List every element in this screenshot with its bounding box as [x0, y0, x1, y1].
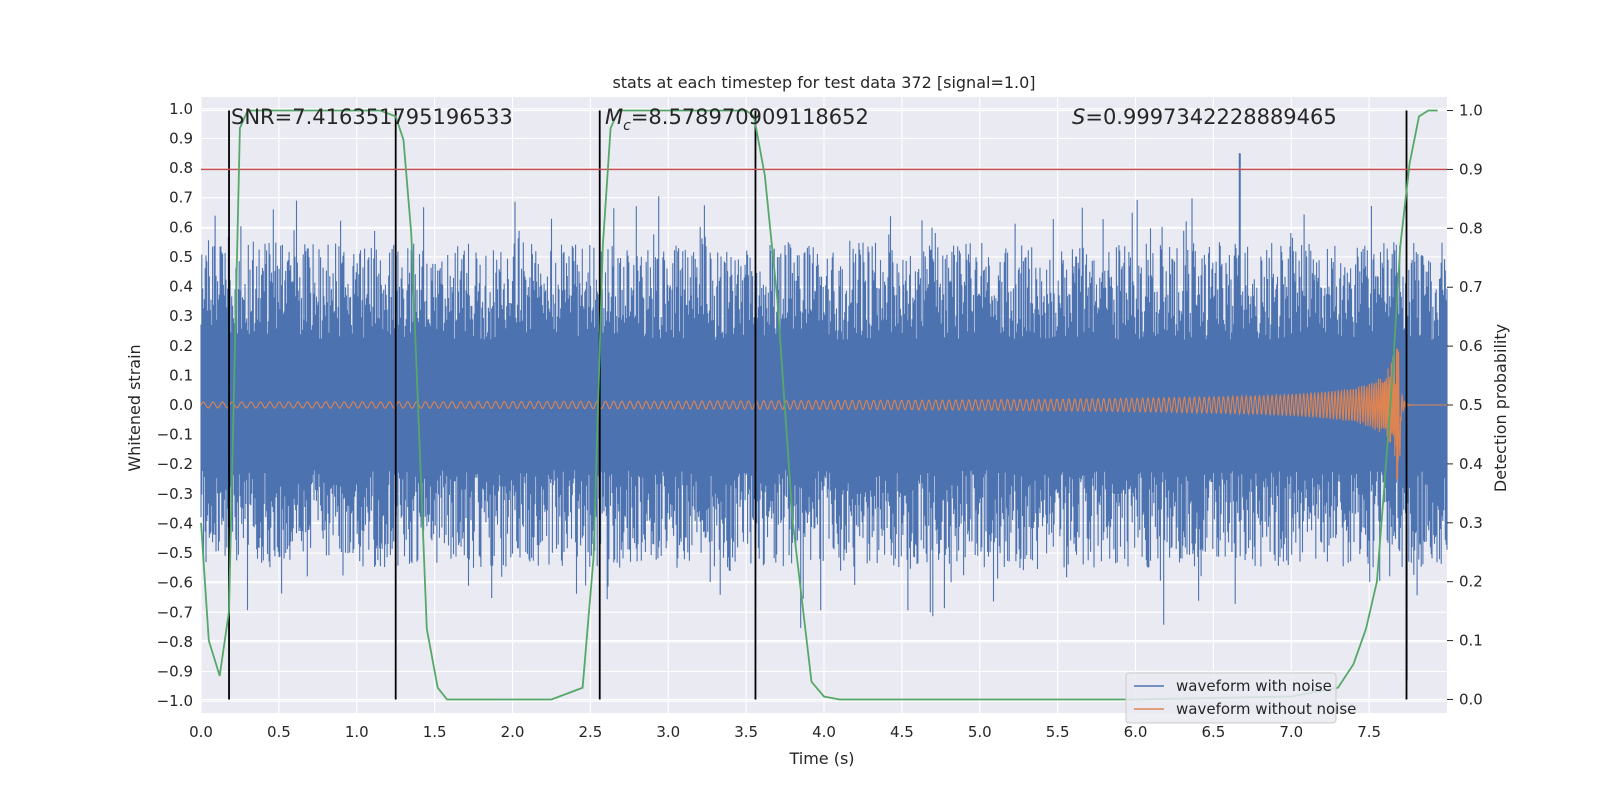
- score-annotation: S=0.9997342228889465: [1072, 105, 1337, 129]
- y2-tick-label: 0.9: [1459, 160, 1483, 178]
- y-tick-label: −0.4: [157, 514, 193, 532]
- x-tick-label: 6.0: [1124, 723, 1148, 741]
- x-tick-label: 0.0: [189, 723, 213, 741]
- y-tick-label: 0.1: [169, 366, 193, 384]
- y-tick-label: −0.8: [157, 633, 193, 651]
- x-tick-label: 4.0: [812, 723, 836, 741]
- score-value: =0.9997342228889465: [1085, 105, 1336, 129]
- x-tick-label: 3.0: [656, 723, 680, 741]
- chirp-mass-symbol: M: [605, 105, 623, 129]
- x-tick-label: 2.5: [578, 723, 602, 741]
- y2-tick-label: 0.1: [1459, 632, 1483, 650]
- legend-label-noise: waveform with noise: [1176, 677, 1332, 695]
- x-tick-label: 1.5: [423, 723, 447, 741]
- y2-axis-ticks: 1.0 0.9 0.8 0.7 0.6 0.5 0.4 0.3 0.2 0.1 0.0: [1447, 102, 1483, 708]
- y-tick-label: −0.6: [157, 574, 193, 592]
- waveform-with-noise-series: [200, 153, 1448, 681]
- chirp-mass-subscript: c: [623, 118, 631, 134]
- legend: waveform with noise waveform without noi…: [1125, 672, 1356, 724]
- y-tick-label: −0.9: [157, 663, 193, 681]
- y-tick-label: −1.0: [157, 692, 193, 710]
- y-tick-label: 0.7: [169, 189, 193, 207]
- y-tick-label: 0.4: [169, 278, 193, 296]
- probability-line: [200, 109, 1438, 701]
- x-axis-label: Time (s): [788, 749, 854, 768]
- y2-axis-label: Detection probability: [1491, 324, 1510, 492]
- x-tick-label: 2.0: [501, 723, 525, 741]
- chart-title: stats at each timestep for test data 372…: [612, 73, 1035, 92]
- chirp-mass-annotation: Mc=8.578970909118652: [605, 105, 869, 134]
- legend-box: [1125, 672, 1337, 724]
- y-axis-ticks: 1.0 0.9 0.8 0.7 0.6 0.5 0.4 0.3 0.2 0.1 0.0 −0.1 −0.…: [157, 100, 193, 710]
- waveform-without-noise-series: [200, 348, 1447, 480]
- y-tick-label: −0.7: [157, 603, 193, 621]
- y2-tick-label: 0.5: [1459, 396, 1483, 414]
- x-tick-label: 0.5: [267, 723, 291, 741]
- y-tick-label: −0.3: [157, 485, 193, 503]
- x-tick-label: 6.5: [1201, 723, 1225, 741]
- y2-tick-label: 0.7: [1459, 278, 1483, 296]
- x-tick-label: 4.5: [890, 723, 914, 741]
- y2-tick-label: 0.0: [1459, 690, 1483, 708]
- y2-tick-label: 0.2: [1459, 573, 1483, 591]
- x-tick-label: 5.5: [1046, 723, 1070, 741]
- x-tick-label: 3.5: [734, 723, 758, 741]
- legend-label-clean: waveform without noise: [1176, 700, 1356, 718]
- y-tick-label: 0.8: [169, 159, 193, 177]
- x-tick-label: 7.5: [1357, 723, 1381, 741]
- x-axis-ticks: 0.0 0.5 1.0 1.5 2.0 2.5 3.0 3.5 4.0 4.5 5.0 5.5 6.0 6…: [189, 723, 1381, 741]
- y2-tick-label: 0.4: [1459, 455, 1483, 473]
- y-tick-label: −0.5: [157, 544, 193, 562]
- y-tick-label: 0.6: [169, 218, 193, 236]
- y-tick-label: −0.2: [157, 455, 193, 473]
- chirp-mass-value: =8.578970909118652: [631, 105, 869, 129]
- y2-tick-label: 0.6: [1459, 337, 1483, 355]
- y-tick-label: 0.0: [169, 396, 193, 414]
- y-tick-label: 0.9: [169, 129, 193, 147]
- y2-tick-label: 0.8: [1459, 219, 1483, 237]
- x-tick-label: 1.0: [345, 723, 369, 741]
- y2-tick-label: 0.3: [1459, 514, 1483, 532]
- y2-tick-label: 1.0: [1459, 102, 1483, 120]
- y-tick-label: 0.3: [169, 307, 193, 325]
- clean-waveform-trace: [200, 349, 1447, 462]
- y-tick-label: 0.5: [169, 248, 193, 266]
- y-axis-label: Whitened strain: [125, 344, 144, 471]
- x-tick-label: 7.0: [1279, 723, 1303, 741]
- detection-probability-series: [200, 109, 1438, 701]
- y-tick-label: −0.1: [157, 426, 193, 444]
- score-symbol: S: [1072, 105, 1085, 129]
- snr-annotation: SNR=7.416351795196533: [231, 105, 513, 129]
- y-tick-label: 1.0: [169, 100, 193, 118]
- x-tick-label: 5.0: [968, 723, 992, 741]
- y-tick-label: 0.2: [169, 337, 193, 355]
